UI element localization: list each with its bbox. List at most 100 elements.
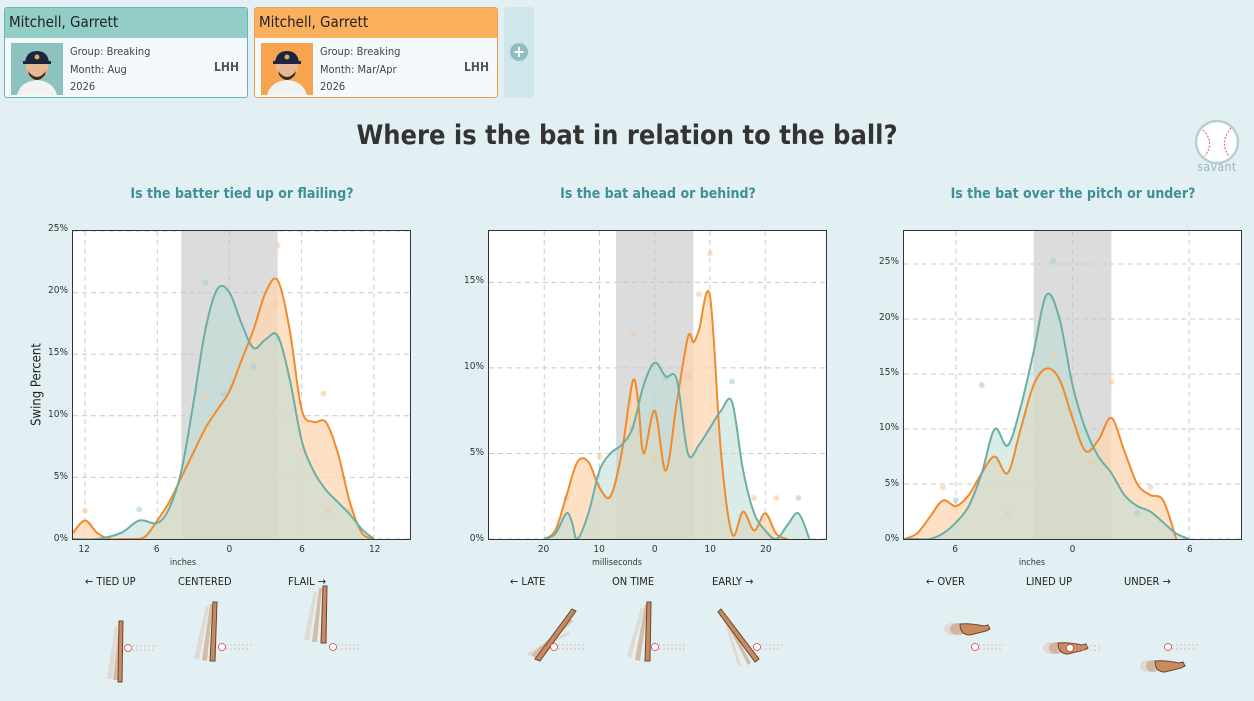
series-2-line [903, 367, 1178, 540]
x-tick-label: 6 [299, 544, 305, 555]
y-tick-label: 25% [879, 256, 899, 268]
plus-icon: + [510, 43, 528, 61]
card-handedness: LHH [214, 60, 239, 74]
data-point [136, 506, 143, 513]
y-tick-label: 15% [879, 366, 899, 378]
direction-label: EARLY → [712, 575, 754, 588]
x-axis-unit-label: inches [1018, 558, 1046, 568]
y-tick-label: 5% [884, 477, 899, 489]
bat-lined-up-illustration [1043, 642, 1102, 655]
card-year: 2026 [70, 80, 96, 93]
add-player-button[interactable]: + [504, 7, 534, 98]
x-tick-label: 0 [1069, 544, 1076, 555]
savant-logo-label: savant [1197, 160, 1237, 174]
y-tick-label: 0% [469, 533, 484, 544]
chart-subtitle: Is the bat ahead or behind? [560, 186, 756, 202]
y-tick-label: 10% [48, 409, 68, 420]
bat-late-illustration [527, 608, 587, 662]
series-1-line [543, 361, 811, 541]
x-tick-label: 6 [1186, 544, 1193, 555]
card-month: Month: Mar/Apr [320, 62, 397, 76]
direction-label: ← OVER [926, 575, 965, 588]
data-point [684, 373, 691, 380]
direction-label: UNDER → [1124, 575, 1171, 588]
data-point [1004, 509, 1011, 516]
data-point [1147, 484, 1154, 491]
data-point [751, 494, 758, 501]
direction-label: ON TIME [612, 575, 655, 588]
x-tick-label: 6 [952, 544, 958, 555]
player-headshot-avatar [261, 43, 313, 95]
plot-area [903, 230, 1242, 541]
data-point [952, 497, 959, 504]
bat-over-illustration [944, 623, 1004, 651]
density-plot [903, 231, 1241, 541]
bat-centered-illustration [194, 601, 252, 662]
y-tick-label: 0% [53, 533, 68, 544]
bat-early-illustration [717, 608, 783, 666]
chart-subtitle: Is the bat over the pitch or under? [950, 186, 1196, 202]
data-point [596, 453, 603, 460]
player-card-2[interactable]: Mitchell, Garrett Group: Breaking Month:… [254, 7, 498, 98]
card-group: Group: Breaking [70, 45, 151, 58]
card-month: Month: Aug [70, 62, 127, 76]
data-point [978, 382, 985, 388]
y-tick-label: 5% [469, 446, 484, 458]
direction-label: FLAIL → [288, 575, 327, 588]
data-point [272, 301, 279, 308]
data-point [250, 363, 257, 370]
y-tick-label: 10% [879, 422, 899, 434]
x-tick-label: 12 [78, 544, 90, 555]
card-group: Group: Breaking [320, 45, 401, 58]
data-point [325, 507, 332, 514]
series-1-area [904, 293, 1190, 540]
x-axis-unit-label: inches [169, 558, 197, 568]
x-tick-label: 10 [704, 544, 716, 555]
bat-tied-up-illustration [107, 620, 157, 683]
data-point [651, 455, 658, 462]
player-card-header: Mitchell, Garrett [5, 8, 247, 38]
series-2-line [543, 290, 788, 540]
data-point [220, 390, 227, 397]
plot-area [488, 230, 827, 541]
y-tick-label: 20% [879, 311, 899, 323]
y-tick-label: 5% [53, 471, 68, 482]
data-point [729, 378, 736, 385]
y-tick-label: 15% [48, 347, 68, 358]
x-axis-unit-label: milliseconds [592, 558, 642, 568]
data-point [629, 332, 636, 339]
x-tick-label: 0 [651, 544, 658, 555]
card-info: Group: Breaking Month: Aug 2026 [70, 43, 150, 96]
data-point [202, 394, 209, 401]
page-title: Where is the bat in relation to the ball… [356, 120, 898, 151]
data-point [1134, 509, 1141, 516]
data-point [607, 494, 614, 501]
x-tick-label: 12 [368, 544, 381, 555]
player-headshot-avatar [11, 43, 63, 95]
y-axis-label: Swing Percent [29, 343, 45, 426]
savant-logo-icon [1194, 119, 1240, 165]
data-point [773, 494, 780, 501]
chart-subtitle: Is the batter tied up or flailing? [130, 186, 354, 202]
bat-under-illustration [1140, 643, 1199, 673]
bat-flail-illustration [304, 585, 362, 651]
series-1-area [73, 285, 374, 540]
card-handedness: LHH [464, 60, 489, 74]
data-point [1088, 459, 1095, 465]
data-point [795, 494, 802, 501]
data-point [939, 484, 946, 491]
x-tick-label: 20 [537, 544, 550, 555]
series-1-line [72, 284, 375, 541]
direction-label: ← TIED UP [85, 575, 136, 588]
direction-label: ← LATE [510, 575, 546, 588]
data-point [1108, 378, 1115, 385]
x-tick-label: 10 [593, 544, 605, 555]
data-point [1050, 257, 1057, 264]
y-tick-label: 10% [464, 360, 484, 372]
card-year: 2026 [320, 80, 346, 93]
x-tick-label: 0 [226, 544, 233, 555]
y-tick-label: 20% [48, 285, 68, 296]
y-tick-label: 0% [884, 533, 899, 544]
player-card-1[interactable]: Mitchell, Garrett Group: Breaking Month:… [4, 7, 248, 98]
direction-label: CENTERED [178, 575, 232, 588]
